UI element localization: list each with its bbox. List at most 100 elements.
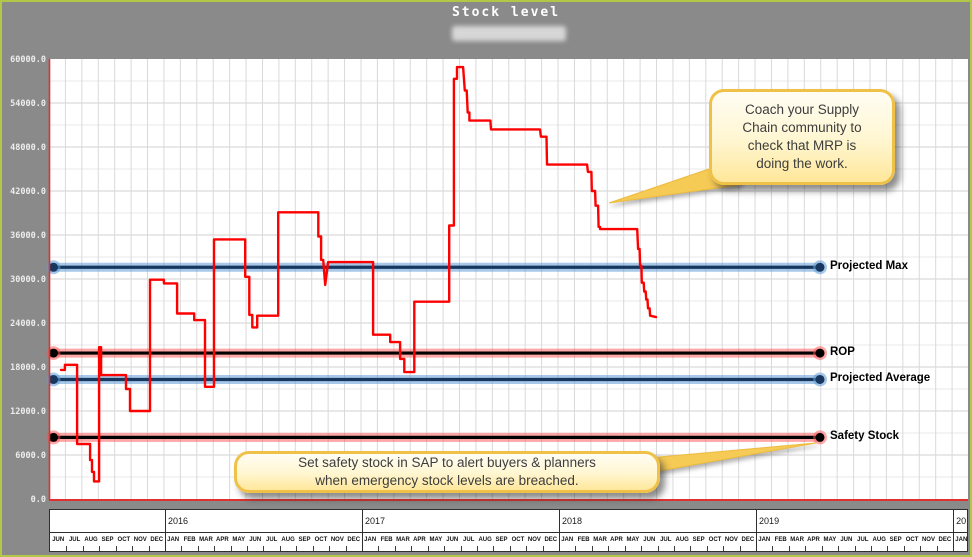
month-tick: [411, 546, 413, 551]
month-tick: [526, 546, 528, 551]
month-cell: FEB: [380, 537, 393, 543]
svg-text:60000.0: 60000.0: [10, 55, 46, 65]
month-tick: [230, 546, 232, 551]
month-cell: JAN: [561, 537, 574, 543]
x-axis-table: 2016 2017 2018 2019 20 JUN JUL AUG SEP OCT NOV DEC…: [49, 509, 968, 552]
year-cell: 2019: [759, 516, 780, 526]
year-divider: [559, 510, 561, 551]
month-tick: [624, 546, 626, 551]
ref-line-label-projected-average: Projected Average: [830, 372, 931, 385]
month-cell: AUG: [84, 537, 98, 543]
y-axis-labels: 60000.0 54000.0 48000.0 42000.0 36000.0 30000…: [10, 55, 46, 505]
month-tick: [838, 546, 840, 551]
month-tick: [378, 546, 380, 551]
month-cell: SEP: [101, 537, 114, 543]
month-tick: [493, 546, 495, 551]
month-cell: JUL: [463, 537, 475, 543]
month-cell: JUL: [265, 537, 278, 543]
svg-text:54000.0: 54000.0: [10, 99, 46, 109]
month-cell: APR: [610, 537, 623, 543]
month-cell: MAY: [429, 537, 443, 543]
stock-level-series: [59, 65, 658, 483]
month-tick: [132, 546, 134, 551]
year-cell: [50, 510, 165, 532]
month-cell: JUL: [68, 537, 81, 543]
month-cell: JUN: [840, 537, 853, 543]
month-tick: [772, 546, 774, 551]
svg-text:24000.0: 24000.0: [10, 319, 46, 329]
month-cell: JUN: [52, 537, 65, 543]
svg-text:0.0: 0.0: [31, 495, 46, 505]
month-cell: MAY: [626, 537, 640, 543]
month-cell: SEP: [298, 537, 311, 543]
month-cell: APR: [413, 537, 426, 543]
callout-mrp-note: Coach your Supply Chain community to che…: [709, 89, 895, 185]
month-cell: NOV: [724, 537, 738, 543]
month-tick: [903, 546, 905, 551]
month-cell: AUG: [281, 537, 295, 543]
svg-text:18000.0: 18000.0: [10, 363, 46, 373]
callout-safety-note: Set safety stock in SAP to alert buyers …: [234, 451, 660, 493]
month-cell: MAR: [790, 537, 804, 543]
month-cell: JAN: [167, 537, 180, 543]
month-tick: [657, 546, 659, 551]
month-tick: [247, 546, 249, 551]
month-tick: [723, 546, 725, 551]
month-tick: [805, 546, 807, 551]
month-cell: NOV: [527, 537, 541, 543]
month-tick: [460, 546, 462, 551]
month-tick: [739, 546, 741, 551]
month-cell: OCT: [511, 537, 525, 543]
month-cell: NOV: [921, 537, 935, 543]
month-cell: APR: [216, 537, 229, 543]
month-cell: FEB: [183, 537, 196, 543]
year-divider: [953, 510, 955, 551]
callout-line: doing the work.: [756, 155, 848, 171]
month-cell: DEC: [741, 537, 755, 543]
month-tick: [82, 546, 84, 551]
month-cell: FEB: [774, 537, 787, 543]
ref-line-label-rop: ROP: [830, 346, 855, 359]
month-tick: [641, 546, 643, 551]
month-tick: [329, 546, 331, 551]
month-tick: [706, 546, 708, 551]
month-cell: MAR: [593, 537, 607, 543]
month-cell: JAN: [955, 537, 968, 543]
month-tick: [542, 546, 544, 551]
callout-line: Coach your Supply: [744, 102, 860, 118]
month-tick: [263, 546, 265, 551]
month-tick: [279, 546, 281, 551]
month-cell: MAR: [199, 537, 213, 543]
month-cell: NOV: [133, 537, 147, 543]
month-cell: OCT: [314, 537, 328, 543]
month-tick: [427, 546, 429, 551]
month-cell: SEP: [889, 537, 902, 543]
month-tick: [673, 546, 675, 551]
month-tick: [591, 546, 593, 551]
callout-line: check that MRP is: [747, 138, 857, 153]
month-cell: OCT: [708, 537, 722, 543]
month-tick: [821, 546, 823, 551]
callout-line: when emergency stock levels are breached…: [315, 473, 579, 488]
month-row: JUN JUL AUG SEP OCT NOV DEC JAN FEB MAR APR MAY JUN J…: [50, 533, 967, 551]
month-cell: AUG: [478, 537, 492, 543]
month-tick: [788, 546, 790, 551]
year-cell: 2017: [364, 516, 385, 526]
year-divider: [756, 510, 758, 551]
year-cell: 2018: [562, 516, 583, 526]
ref-line-label-projected-max: Projected Max: [830, 260, 908, 273]
year-cell: 2016: [167, 516, 188, 526]
ref-line-projected-max: [46, 260, 827, 275]
month-tick: [887, 546, 889, 551]
month-tick: [920, 546, 922, 551]
month-cell: APR: [807, 537, 820, 543]
month-tick: [444, 546, 446, 551]
month-cell: DEC: [347, 537, 361, 543]
svg-text:36000.0: 36000.0: [10, 231, 46, 241]
month-cell: DEC: [150, 537, 164, 543]
month-cell: JUL: [857, 537, 869, 543]
svg-text:30000.0: 30000.0: [10, 275, 46, 285]
month-tick: [936, 546, 938, 551]
month-cell: SEP: [495, 537, 508, 543]
